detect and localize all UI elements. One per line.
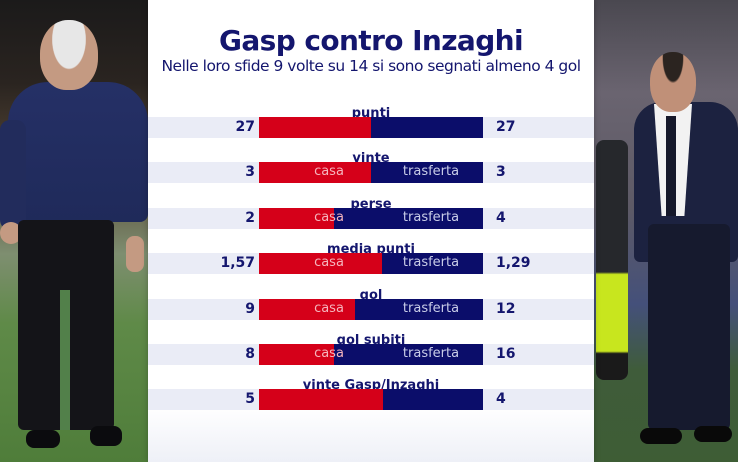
value-gasperini: 8 <box>245 346 255 362</box>
tie <box>666 116 676 216</box>
bar-segment-trasferta <box>382 253 483 274</box>
shoe <box>694 426 732 442</box>
comparison-bar <box>259 117 483 138</box>
comparison-bar: casa trasferta <box>259 344 483 365</box>
bar-segment-trasferta <box>334 208 483 229</box>
value-inzaghi: 27 <box>496 119 516 135</box>
value-gasperini: 2 <box>245 210 255 226</box>
comparison-bar <box>259 389 483 410</box>
shoe <box>26 430 60 448</box>
photo-inzaghi <box>592 0 738 462</box>
stat-row: vinte 3 casa trasferta 3 <box>148 151 594 197</box>
value-inzaghi: 4 <box>496 391 506 407</box>
stat-row: gol 9 casa trasferta 12 <box>148 288 594 334</box>
bar-segment-casa <box>259 389 383 410</box>
bar-segment-trasferta <box>334 344 483 365</box>
value-inzaghi: 4 <box>496 210 506 226</box>
bar-segment-casa <box>259 253 382 274</box>
bar-segment-casa <box>259 344 334 365</box>
stats-panel: Gasp contro Inzaghi Nelle loro sfide 9 v… <box>148 0 594 462</box>
stat-row: media punti 1,57 casa trasferta 1,29 <box>148 242 594 288</box>
bar-segment-casa <box>259 299 355 320</box>
comparison-bar: casa trasferta <box>259 299 483 320</box>
photo-gasperini <box>0 0 150 462</box>
bar-segment-casa <box>259 162 371 183</box>
stat-row: perse 2 casa trasferta 4 <box>148 197 594 243</box>
segment-label-casa: casa <box>314 164 344 179</box>
bar-segment-trasferta <box>371 117 483 138</box>
value-gasperini: 1,57 <box>220 255 255 271</box>
head <box>40 20 98 90</box>
segment-label-casa: casa <box>314 255 344 270</box>
shoe <box>90 426 122 446</box>
segment-label-trasferta: trasferta <box>402 164 460 179</box>
segment-label-casa: casa <box>314 301 344 316</box>
bar-segment-casa <box>259 117 371 138</box>
value-inzaghi: 16 <box>496 346 516 362</box>
segment-label-trasferta: trasferta <box>402 301 460 316</box>
bar-segment-casa <box>259 208 334 229</box>
segment-label-trasferta: trasferta <box>402 346 460 361</box>
segment-label-trasferta: trasferta <box>402 255 460 270</box>
arm <box>0 120 26 230</box>
legs-gap <box>60 290 70 430</box>
chart-subtitle: Nelle loro sfide 9 volte su 14 si sono s… <box>161 57 581 75</box>
comparison-bar: casa trasferta <box>259 162 483 183</box>
value-inzaghi: 3 <box>496 164 506 180</box>
comparison-bar: casa trasferta <box>259 208 483 229</box>
trousers <box>648 224 730 430</box>
shirt <box>8 82 148 222</box>
head <box>650 52 696 112</box>
value-gasperini: 27 <box>235 119 255 135</box>
value-gasperini: 9 <box>245 301 255 317</box>
chart-title: Gasp contro Inzaghi <box>219 24 524 57</box>
stat-row: gol subiti 8 casa trasferta 16 <box>148 333 594 379</box>
stat-row: vinte Gasp/Inzaghi 5 4 <box>148 378 594 424</box>
segment-label-trasferta: trasferta <box>402 210 460 225</box>
background-referee <box>596 140 628 380</box>
segment-label-casa: casa <box>314 346 344 361</box>
segment-label-casa: casa <box>314 210 344 225</box>
comparison-bar: casa trasferta <box>259 253 483 274</box>
bar-segment-trasferta <box>355 299 483 320</box>
shoe <box>640 428 682 444</box>
value-gasperini: 5 <box>245 391 255 407</box>
value-gasperini: 3 <box>245 164 255 180</box>
stat-row: punti 27 27 <box>148 106 594 152</box>
value-inzaghi: 1,29 <box>496 255 531 271</box>
hand <box>0 222 22 244</box>
bar-segment-trasferta <box>383 389 483 410</box>
hand <box>126 236 144 272</box>
value-inzaghi: 12 <box>496 301 516 317</box>
bar-segment-trasferta <box>371 162 483 183</box>
